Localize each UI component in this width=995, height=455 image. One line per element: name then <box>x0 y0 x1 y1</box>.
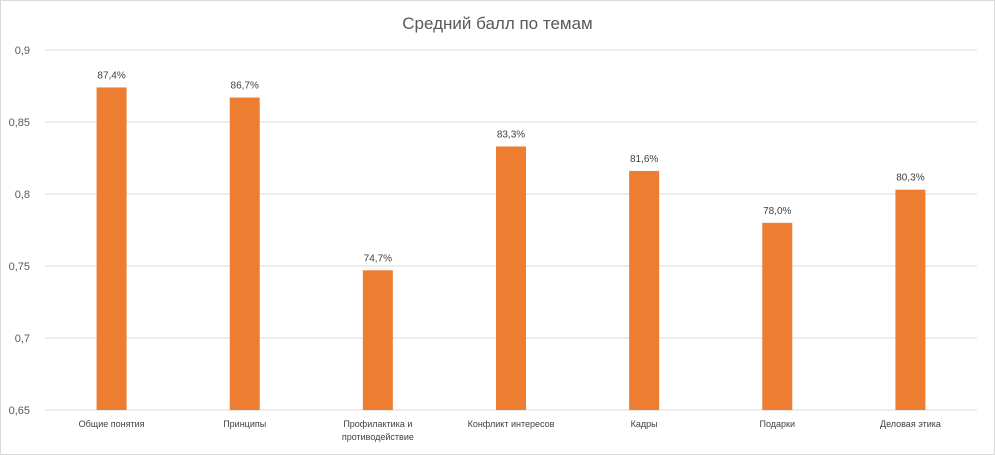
x-tick-label: Деловая этика <box>880 419 941 429</box>
data-label: 81,6% <box>630 154 658 165</box>
y-tick-label: 0,65 <box>9 405 30 417</box>
bar <box>762 222 793 410</box>
x-tick-label: Конфликт интересов <box>468 419 555 429</box>
y-tick-label: 0,75 <box>9 261 30 273</box>
data-label: 74,7% <box>364 253 392 264</box>
chart-title: Средний балл по темам <box>402 14 593 33</box>
data-label: 80,3% <box>896 173 924 184</box>
data-label: 83,3% <box>497 129 525 140</box>
x-tick-label: Профилактика и противодействие <box>342 419 414 442</box>
y-tick-label: 0,8 <box>15 189 30 201</box>
x-tick-label: Подарки <box>760 419 796 429</box>
x-tick-label: Кадры <box>631 419 658 429</box>
y-tick-label: 0,9 <box>15 45 30 57</box>
bar <box>362 270 393 410</box>
y-tick-label: 0,85 <box>9 117 30 129</box>
data-label: 87,4% <box>97 70 125 81</box>
bar <box>229 97 260 411</box>
data-label: 78,0% <box>763 206 791 217</box>
bar <box>496 146 526 411</box>
data-label: 86,7% <box>231 81 259 92</box>
x-tick-label: Общие понятия <box>79 419 145 429</box>
x-tick-label: Принципы <box>223 419 266 429</box>
bar <box>629 170 660 410</box>
y-tick-label: 0,7 <box>15 333 30 345</box>
bar <box>96 87 127 410</box>
bar <box>895 189 926 410</box>
